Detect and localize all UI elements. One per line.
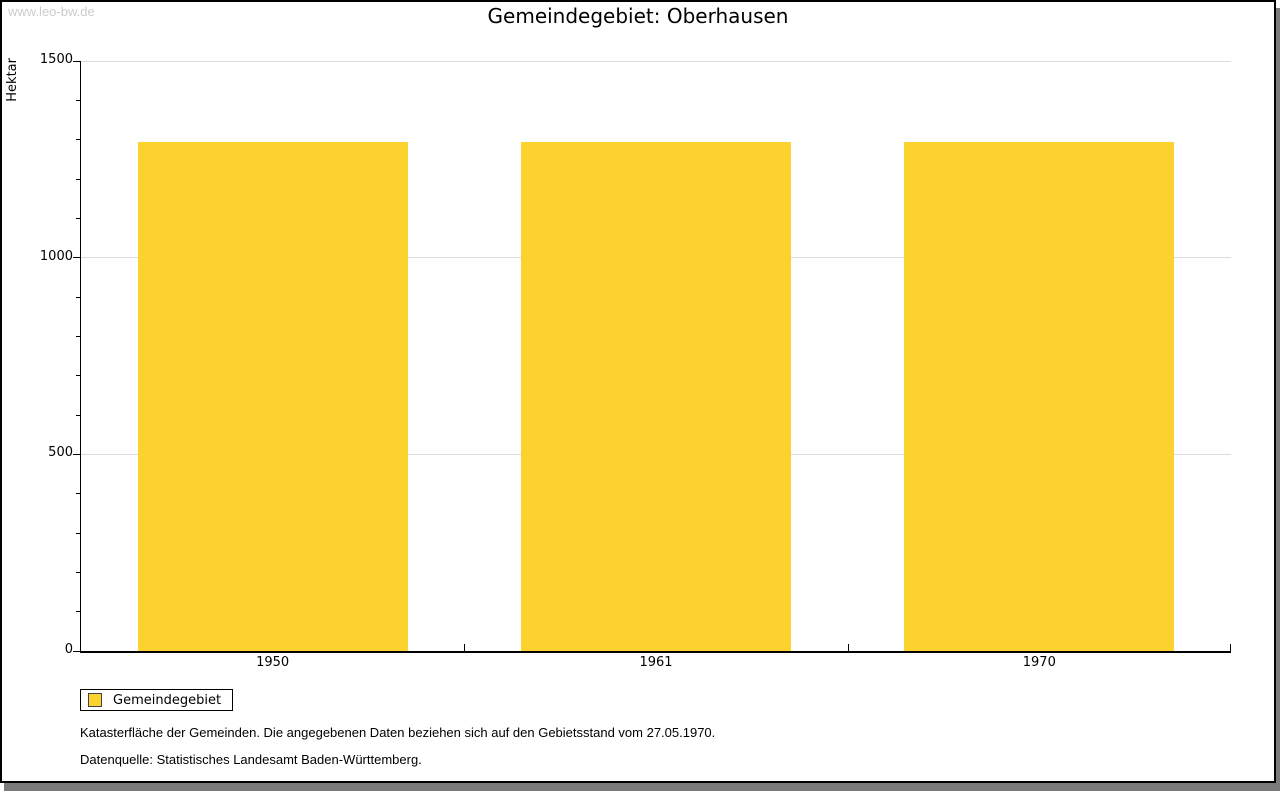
y-axis-tick-label-1500: 1500 xyxy=(39,52,73,67)
y-axis-minor-tick-600 xyxy=(76,414,81,416)
x-axis-label-1970: 1970 xyxy=(1022,655,1056,670)
legend-swatch xyxy=(88,693,102,707)
x-axis-tick-1 xyxy=(464,644,466,651)
y-axis-tick-label-1000: 1000 xyxy=(39,248,73,264)
watermark: www.leo-bw.de xyxy=(8,4,95,19)
x-axis-tick-2 xyxy=(847,644,849,651)
footnote-source-note: Katasterfläche der Gemeinden. Die angege… xyxy=(80,725,716,740)
x-axis-label-1961: 1961 xyxy=(639,655,673,670)
bar-1970 xyxy=(904,141,1175,651)
y-axis-minor-tick-1100 xyxy=(76,217,81,219)
y-axis-tick-500 xyxy=(73,453,81,455)
y-axis-minor-tick-1200 xyxy=(76,178,81,180)
y-axis-minor-tick-1400 xyxy=(76,99,81,101)
legend-label: Gemeindegebiet xyxy=(113,692,222,708)
x-axis-label-1950: 1950 xyxy=(256,655,290,670)
y-axis-minor-tick-400 xyxy=(76,493,81,495)
x-axis-end-tick xyxy=(1230,644,1231,651)
plot-area: 0 500 1000 1500 1950 1961 1970 xyxy=(40,52,1231,670)
y-axis-tick-label-500: 500 xyxy=(48,445,73,461)
y-axis-minor-tick-700 xyxy=(76,375,81,377)
footnote-data-source: Datenquelle: Statistisches Landesamt Bad… xyxy=(80,752,422,767)
bar-1961 xyxy=(521,141,791,651)
y-axis-tick-label-0: 0 xyxy=(64,642,73,657)
bar-1950 xyxy=(137,141,408,651)
y-axis-minor-tick-900 xyxy=(76,296,81,298)
legend: Gemeindegebiet xyxy=(80,689,234,711)
y-axis-minor-tick-200 xyxy=(76,571,81,573)
y-axis-tick-0 xyxy=(73,650,81,652)
y-axis-tick-1000 xyxy=(73,257,81,259)
y-axis-minor-tick-1300 xyxy=(76,139,81,141)
y-axis-minor-tick-300 xyxy=(76,532,81,534)
chart-title: Gemeindegebiet: Oberhausen xyxy=(487,4,789,28)
y-axis-tick-1500 xyxy=(73,60,81,62)
y-axis-minor-tick-800 xyxy=(76,335,81,337)
y-axis-minor-tick-100 xyxy=(76,611,81,613)
gridline-1500 xyxy=(81,61,1231,62)
